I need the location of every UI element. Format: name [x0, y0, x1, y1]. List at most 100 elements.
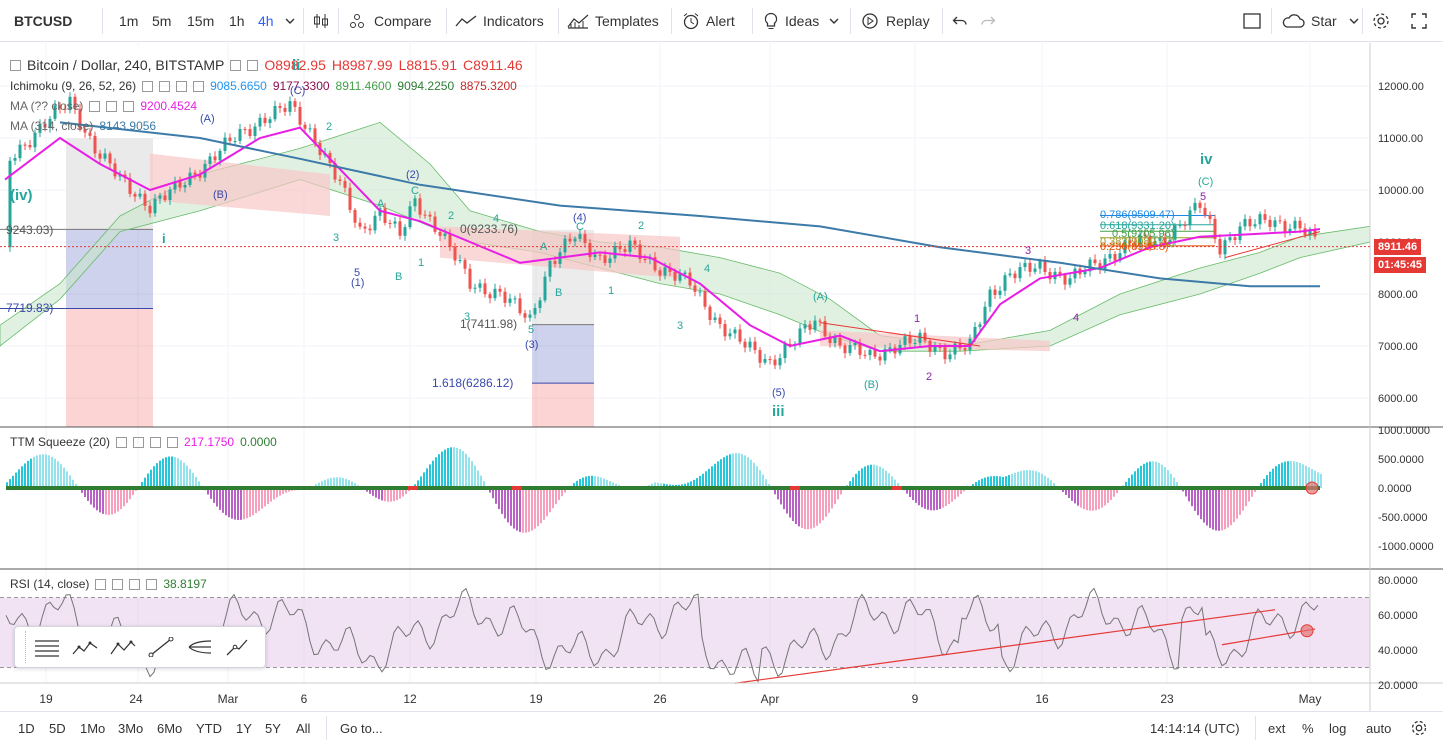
ma-fast-legend[interactable]: MA (?? close) 9200.4524	[10, 99, 203, 113]
squeeze-bar	[1239, 488, 1241, 515]
extended-hours-toggle[interactable]: ext	[1268, 720, 1286, 736]
ichimoku-value-5: 8875.3200	[460, 79, 517, 93]
squeeze-bar	[1317, 472, 1319, 488]
range-5d[interactable]: 5D	[49, 720, 66, 736]
range-5y[interactable]: 5Y	[265, 720, 281, 736]
abc-correction-tool[interactable]	[104, 631, 142, 663]
squeeze-bar	[930, 488, 932, 511]
chart-type-button[interactable]	[312, 0, 336, 42]
range-3mo[interactable]: 3Mo	[118, 720, 144, 736]
fib-retracement-tool[interactable]	[28, 631, 66, 663]
gear-icon[interactable]	[159, 80, 171, 92]
squeeze-bar	[21, 466, 23, 488]
range-1mo[interactable]: 1Mo	[80, 720, 106, 736]
gear-icon[interactable]	[133, 436, 145, 448]
candle-body	[863, 354, 867, 356]
candle-body	[838, 337, 842, 346]
symbol-search[interactable]: BTCUSD	[14, 13, 73, 29]
squeeze-bar	[594, 476, 596, 488]
fib-label-0618: 0.618(9331.20)	[1100, 220, 1175, 232]
range-1y[interactable]: 1Y	[236, 720, 252, 736]
squeeze-bar	[696, 478, 698, 488]
range-ytd[interactable]: YTD	[196, 720, 222, 736]
range-all[interactable]: All	[296, 720, 311, 736]
more-icon[interactable]	[167, 436, 179, 448]
auto-scale-toggle[interactable]: auto	[1366, 720, 1392, 736]
eye-icon[interactable]	[230, 59, 242, 71]
squeeze-bar	[1278, 464, 1280, 488]
goto-button[interactable]: Go to...	[340, 720, 383, 736]
main-series-legend[interactable]: Bitcoin / Dollar, 240, BITSTAMP O8982.95…	[10, 57, 529, 73]
candle-body	[843, 345, 847, 354]
eye-icon[interactable]	[116, 436, 128, 448]
compare-button[interactable]: Compare	[348, 0, 432, 42]
alert-button[interactable]: Alert	[682, 0, 735, 42]
squeeze-bar	[30, 458, 32, 488]
interval-1h[interactable]: 1h	[229, 13, 245, 29]
redo-button[interactable]	[980, 0, 1002, 42]
interval-dropdown-icon[interactable]	[285, 0, 301, 42]
time-tick-label: 16	[1035, 692, 1049, 706]
eye-icon[interactable]	[95, 578, 107, 590]
interval-15m[interactable]: 15m	[187, 13, 215, 29]
rsi-legend[interactable]: RSI (14, close) 38.8197	[10, 577, 213, 591]
ideas-button[interactable]: Ideas	[763, 0, 849, 42]
elliott-wave-tool[interactable]	[66, 631, 104, 663]
percent-toggle[interactable]: %	[1302, 720, 1314, 736]
drawing-toolbar	[14, 626, 266, 668]
wave-C-label-2: (C)	[1198, 176, 1214, 188]
interval-1m[interactable]: 1m	[119, 13, 139, 29]
indicators-button[interactable]: Indicators	[455, 0, 544, 42]
ma-slow-legend[interactable]: MA (314, close) 8143.9056	[10, 119, 162, 133]
layout-button[interactable]	[1242, 0, 1268, 42]
drag-handle-icon[interactable]	[15, 631, 26, 663]
pitchfork-tool[interactable]	[180, 631, 218, 663]
candle-body	[623, 249, 627, 252]
chart-area[interactable]: 12000.0011000.0010000.009000.008000.0070…	[0, 43, 1443, 711]
more-icon[interactable]	[146, 578, 158, 590]
eye-icon[interactable]	[89, 100, 101, 112]
candle-body	[693, 285, 697, 292]
range-6mo[interactable]: 6Mo	[157, 720, 183, 736]
interval-4h[interactable]: 4h	[258, 13, 274, 29]
squeeze-legend[interactable]: TTM Squeeze (20) 217.1750 0.0000	[10, 435, 283, 449]
squeeze-bar	[549, 488, 551, 513]
replay-button[interactable]: Replay	[860, 0, 930, 42]
fullscreen-button[interactable]	[1410, 0, 1434, 42]
squeeze-bar	[93, 488, 95, 508]
close-icon[interactable]	[129, 578, 141, 590]
ichimoku-legend[interactable]: Ichimoku (9, 26, 52, 26) 9085.6650 9177.…	[10, 79, 523, 93]
gear-icon[interactable]	[247, 59, 259, 71]
squeeze-bar	[378, 488, 380, 500]
gear-icon[interactable]	[106, 100, 118, 112]
candle-body	[728, 333, 732, 337]
templates-button[interactable]: Templates	[567, 0, 659, 42]
candle-body	[978, 324, 982, 328]
eye-icon[interactable]	[142, 80, 154, 92]
path-tool[interactable]	[218, 631, 256, 663]
more-icon[interactable]	[193, 80, 205, 92]
undo-button[interactable]	[952, 0, 974, 42]
trend-line-tool[interactable]	[142, 631, 180, 663]
wave-2-b: 2	[448, 210, 455, 222]
time-tick-label: 19	[39, 692, 53, 706]
time-tick-label: 26	[653, 692, 667, 706]
fib-mid-zero: 0(9233.76)	[460, 222, 519, 236]
close-icon[interactable]	[150, 436, 162, 448]
utc-clock[interactable]: 14:14:14 (UTC)	[1150, 720, 1240, 736]
range-1d[interactable]: 1D	[18, 720, 35, 736]
interval-5m[interactable]: 5m	[152, 13, 172, 29]
log-toggle[interactable]: log	[1329, 720, 1347, 736]
collapse-legend-icon[interactable]	[10, 59, 21, 71]
close-icon[interactable]	[176, 80, 188, 92]
star-button[interactable]: Star	[1281, 0, 1369, 42]
axis-settings-button[interactable]	[1410, 712, 1428, 744]
chart-canvas[interactable]: 12000.0011000.0010000.009000.008000.0070…	[0, 43, 1443, 711]
settings-button[interactable]	[1371, 0, 1397, 42]
squeeze-bar	[1146, 462, 1148, 488]
price-tick-label: 7000.00	[1378, 341, 1418, 353]
gear-icon[interactable]	[112, 578, 124, 590]
squeeze-bar	[348, 480, 350, 488]
close-icon[interactable]	[123, 100, 135, 112]
squeeze-bar	[828, 488, 830, 513]
